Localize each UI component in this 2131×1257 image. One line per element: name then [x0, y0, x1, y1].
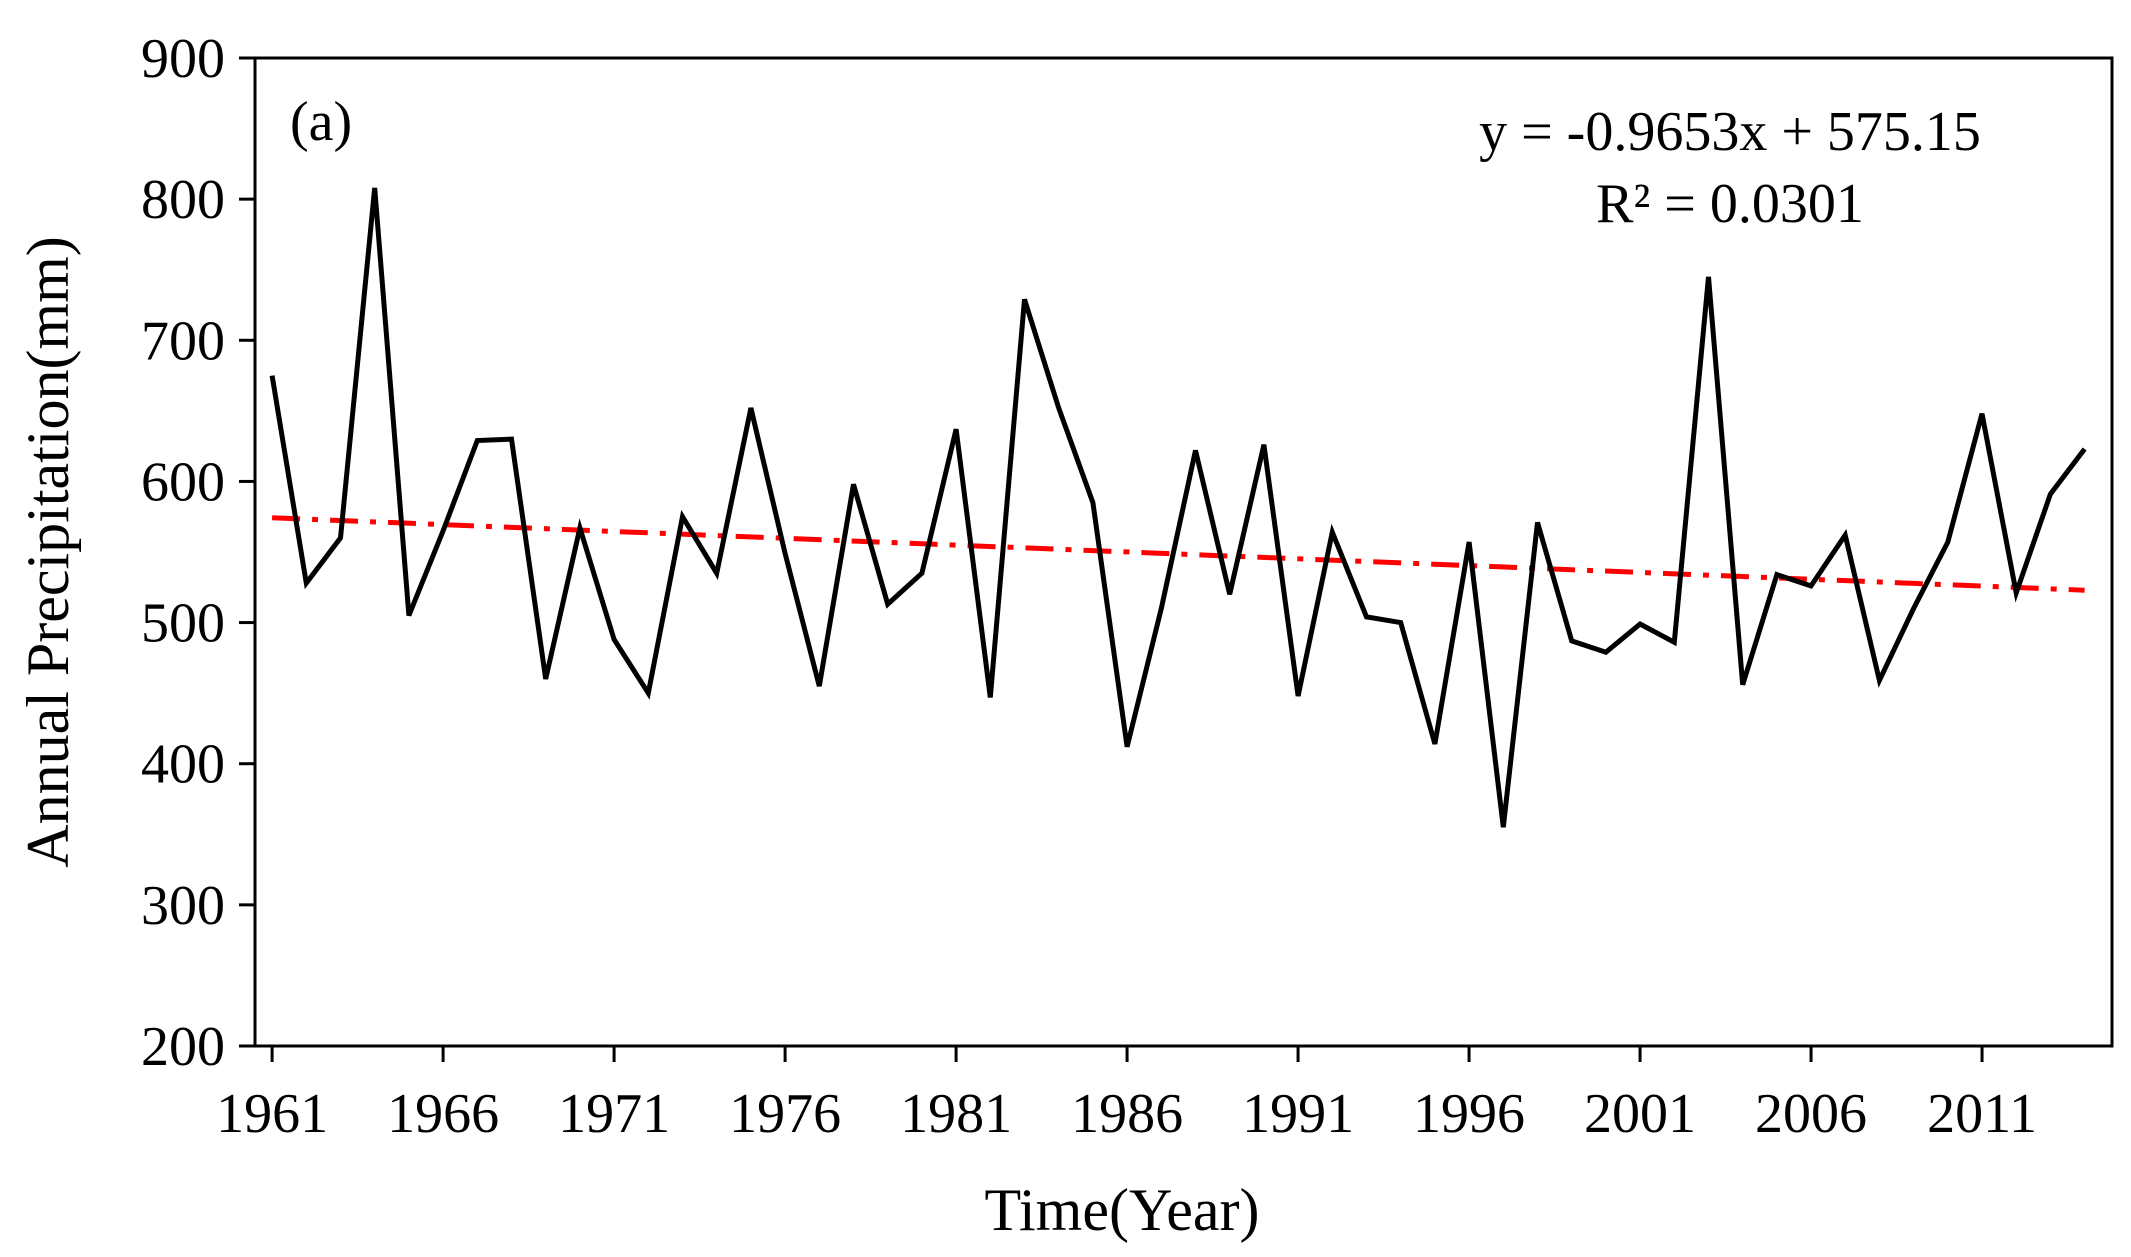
x-tick-label: 1976 [729, 1083, 841, 1145]
y-axis: 200 300 400 500 600 700 800 900 [141, 28, 255, 1078]
x-axis: 1961 1966 1971 1976 1981 1986 1991 1996 2001 2006… [216, 1046, 2037, 1145]
y-tick-label: 400 [141, 734, 225, 796]
x-tick-label: 2011 [1927, 1083, 2037, 1145]
y-tick-label: 500 [141, 593, 225, 655]
x-tick-label: 2006 [1755, 1083, 1867, 1145]
x-tick-label: 1986 [1071, 1083, 1183, 1145]
y-tick-label: 700 [141, 310, 225, 372]
x-tick-label: 1971 [558, 1083, 670, 1145]
r-squared: R² = 0.0301 [1596, 173, 1864, 235]
panel-label: (a) [290, 91, 352, 153]
x-tick-label: 1966 [387, 1083, 499, 1145]
plot-frame [253, 56, 2114, 1048]
x-tick-label: 1981 [900, 1083, 1012, 1145]
trend-equation: y = -0.9653x + 575.15 [1479, 101, 1981, 163]
y-tick-label: 600 [141, 451, 225, 513]
x-tick-label: 1991 [1242, 1083, 1354, 1145]
y-tick-label: 800 [141, 169, 225, 231]
x-tick-label: 1961 [216, 1083, 328, 1145]
data-points [272, 188, 2085, 828]
series-line [269, 187, 2087, 828]
y-tick-label: 200 [141, 1016, 225, 1078]
x-axis-title: Time(Year) [984, 1177, 1259, 1243]
y-axis-title: Annual Precipitation(mm) [15, 236, 81, 868]
x-tick-label: 1996 [1413, 1083, 1525, 1145]
y-tick-label: 300 [141, 875, 225, 937]
y-tick-label: 900 [141, 28, 225, 90]
x-tick-label: 2001 [1584, 1083, 1696, 1145]
